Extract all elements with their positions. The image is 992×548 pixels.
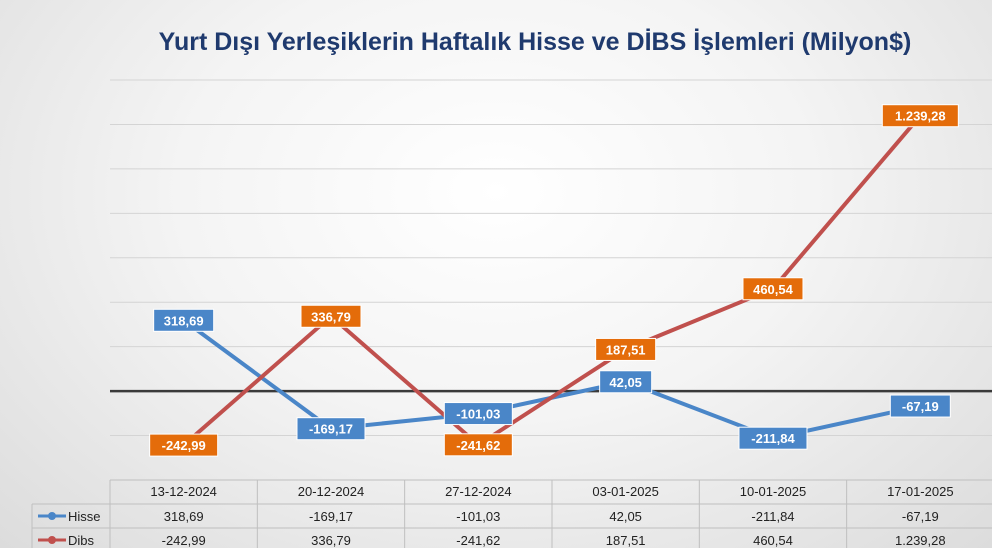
- data-label: -169,17: [296, 417, 366, 441]
- data-label: 460,54: [742, 277, 804, 301]
- data-label-text: 42,05: [609, 375, 642, 390]
- data-label-text: 460,54: [753, 282, 794, 297]
- x-tick-label: 10-01-2025: [740, 484, 807, 499]
- table-cell-value: -242,99: [162, 533, 206, 548]
- data-label-text: -211,84: [751, 431, 795, 446]
- gridlines: [110, 79, 992, 437]
- data-label-box: [889, 394, 951, 418]
- data-label-text: 336,79: [311, 309, 351, 324]
- table-cell-value: 460,54: [753, 533, 793, 548]
- data-label-text: 187,51: [606, 342, 646, 357]
- table-cell-value: -211,84: [751, 509, 794, 524]
- data-label-text: 1.239,28: [895, 109, 946, 124]
- data-labels: 318,69 -169,17 -101,03 42,05 -211,84 -67,19 -2…: [149, 104, 959, 457]
- data-label: -242,99: [149, 433, 219, 457]
- data-label-box: [149, 433, 219, 457]
- data-label-text: -101,03: [456, 407, 500, 422]
- x-tick-label: 13-12-2024: [150, 484, 217, 499]
- data-label-box: [443, 433, 513, 457]
- data-label-box: [296, 417, 366, 441]
- data-label: 42,05: [599, 370, 653, 394]
- data-label-box: [595, 337, 657, 361]
- data-table: 13-12-2024 20-12-2024 27-12-2024 03-01-2025…: [31, 479, 992, 548]
- table-cell-value: -101,03: [456, 509, 500, 524]
- legend-series-name: Dibs: [68, 533, 95, 548]
- data-label-box: [300, 304, 362, 328]
- table-cell-value: 336,79: [311, 533, 351, 548]
- series-line-dibs: [182, 114, 922, 447]
- data-label-text: 318,69: [164, 313, 204, 328]
- data-label: -211,84: [738, 426, 808, 450]
- data-label-box: [881, 104, 959, 128]
- legend-series-name: Hisse: [68, 509, 101, 524]
- x-tick-label: 17-01-2025: [887, 484, 954, 499]
- data-label-text: -67,19: [902, 399, 939, 414]
- data-label-box: [738, 426, 808, 450]
- legend-key-marker: [48, 536, 56, 544]
- table-cell-value: -67,19: [902, 509, 939, 524]
- data-label-box: [443, 402, 513, 426]
- chart-title: Yurt Dışı Yerleşiklerin Haftalık Hisse v…: [158, 28, 912, 56]
- x-tick-label: 27-12-2024: [445, 484, 512, 499]
- x-tick-label: 03-01-2025: [592, 484, 659, 499]
- data-label: 336,79: [300, 304, 362, 328]
- table-cell-value: -169,17: [309, 509, 353, 524]
- legend-key-marker: [48, 512, 56, 520]
- data-label: 187,51: [595, 337, 657, 361]
- data-label-box: [153, 308, 215, 332]
- data-label-box: [599, 370, 653, 394]
- table-cell-value: 1.239,28: [895, 533, 946, 548]
- data-label: -67,19: [889, 394, 951, 418]
- data-label: 318,69: [153, 308, 215, 332]
- table-cell-value: 318,69: [164, 509, 204, 524]
- series-line-hisse: [182, 318, 921, 441]
- series-lines: [172, 104, 932, 457]
- data-label: -101,03: [443, 402, 513, 426]
- data-label-text: -242,99: [162, 438, 206, 453]
- data-label: 1.239,28: [881, 104, 959, 128]
- data-label-text: -241,62: [456, 438, 500, 453]
- x-tick-label: 20-12-2024: [298, 484, 365, 499]
- table-cell-value: 187,51: [606, 533, 646, 548]
- data-label: -241,62: [443, 433, 513, 457]
- data-label-text: -169,17: [309, 422, 353, 437]
- table-cell-value: -241,62: [456, 533, 500, 548]
- data-label-box: [742, 277, 804, 301]
- table-cell-value: 42,05: [609, 509, 642, 524]
